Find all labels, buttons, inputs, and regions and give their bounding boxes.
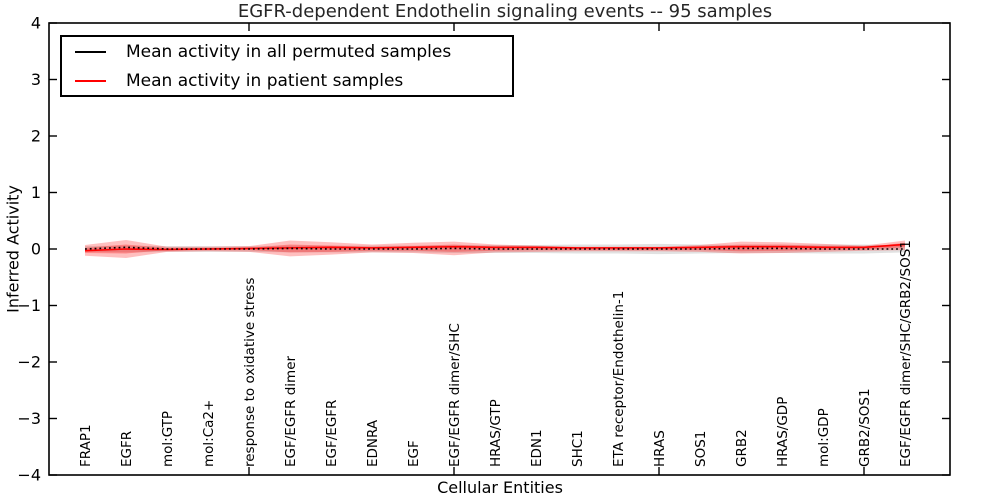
category-label: EDNRA <box>365 419 381 467</box>
legend-box: Mean activity in all permuted samples Me… <box>60 35 514 97</box>
y-tick-label: 4 <box>31 14 41 33</box>
category-label: EGF/EGFR dimer <box>283 355 299 467</box>
category-label: mol:GTP <box>160 411 176 467</box>
category-label: response to oxidative stress <box>242 278 258 467</box>
category-label: EGF/EGFR dimer/SHC/GRB2/SOS1 <box>898 240 914 467</box>
category-label: mol:Ca2+ <box>201 400 217 467</box>
category-label: GRB2 <box>734 429 750 467</box>
category-label: HRAS <box>652 430 668 467</box>
category-label: ETA receptor/Endothelin-1 <box>611 291 627 467</box>
permuted-line-swatch <box>75 50 106 53</box>
y-tick-label: 3 <box>31 70 41 89</box>
category-label: EGFR <box>119 431 135 467</box>
patient-samples-range-outer-band <box>85 239 905 259</box>
category-label: GRB2/SOS1 <box>857 388 873 467</box>
y-tick-label: −3 <box>17 409 41 428</box>
category-label: SHC1 <box>570 430 586 467</box>
patient-line-swatch <box>75 79 106 82</box>
chart-title: EGFR-dependent Endothelin signaling even… <box>237 1 773 22</box>
permuted-samples-range-band <box>85 243 905 255</box>
category-label: FRAP1 <box>78 424 94 467</box>
patient-mean-line <box>84 243 906 252</box>
y-tick-label: −1 <box>17 296 41 315</box>
patient-samples-range-inner-band <box>85 242 905 254</box>
y-tick-label: 0 <box>31 240 41 259</box>
category-label: mol:GDP <box>816 408 832 467</box>
category-label: EGF/EGFR dimer/SHC <box>447 323 463 467</box>
category-label: EGF/EGFR <box>324 400 340 467</box>
category-label: HRAS/GTP <box>488 399 504 467</box>
legend-entry-permuted: Mean activity in all permuted samples <box>62 37 512 66</box>
legend-label-permuted: Mean activity in all permuted samples <box>126 41 452 62</box>
x-axis-label: Cellular Entities <box>437 478 563 497</box>
category-label: EGF <box>406 440 422 467</box>
category-label: HRAS/GDP <box>775 397 791 467</box>
y-tick-label: −4 <box>17 466 41 485</box>
y-tick-label: 2 <box>31 127 41 146</box>
y-tick-label: −2 <box>17 353 41 372</box>
y-tick-label: 1 <box>31 183 41 202</box>
category-label: SOS1 <box>693 431 709 467</box>
legend-entry-patient: Mean activity in patient samples <box>62 66 512 95</box>
category-label: EDN1 <box>529 429 545 467</box>
y-axis-label: Inferred Activity <box>3 185 23 313</box>
legend-label-patient: Mean activity in patient samples <box>126 70 404 91</box>
